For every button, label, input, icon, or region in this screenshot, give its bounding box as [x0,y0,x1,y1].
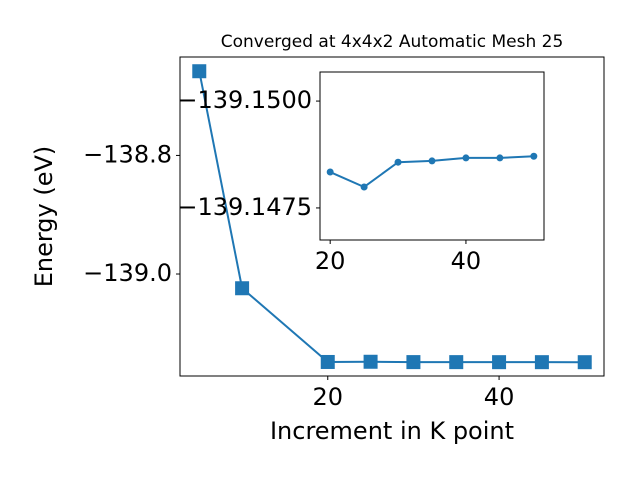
axes-frame [319,71,545,241]
x-tick-label: 40 [484,383,515,411]
y-axis-label: Energy (eV) [30,146,58,288]
marker [449,355,464,370]
marker [428,157,436,165]
x-tick-label: 20 [312,383,343,411]
y-tick-label: −138.8 [83,140,172,168]
marker [406,355,421,370]
y-tick-label: −139.1500 [177,86,312,114]
marker [360,183,368,191]
marker [577,355,592,370]
marker [320,354,335,369]
marker [192,64,207,79]
x-tick-label: 20 [315,247,346,275]
x-tick-label: 40 [451,247,482,275]
marker [235,281,250,296]
x-axis-label: Increment in K point [270,417,514,445]
marker [462,154,470,162]
marker [534,355,549,370]
y-tick-label: −139.1475 [177,193,312,221]
chart-title: Converged at 4x4x2 Automatic Mesh 25 [221,32,564,52]
marker [492,355,507,370]
marker [326,168,334,176]
y-tick-label: −139.0 [83,259,172,287]
marker [530,152,538,160]
marker [394,158,402,166]
marker [496,154,504,162]
marker [363,354,378,369]
